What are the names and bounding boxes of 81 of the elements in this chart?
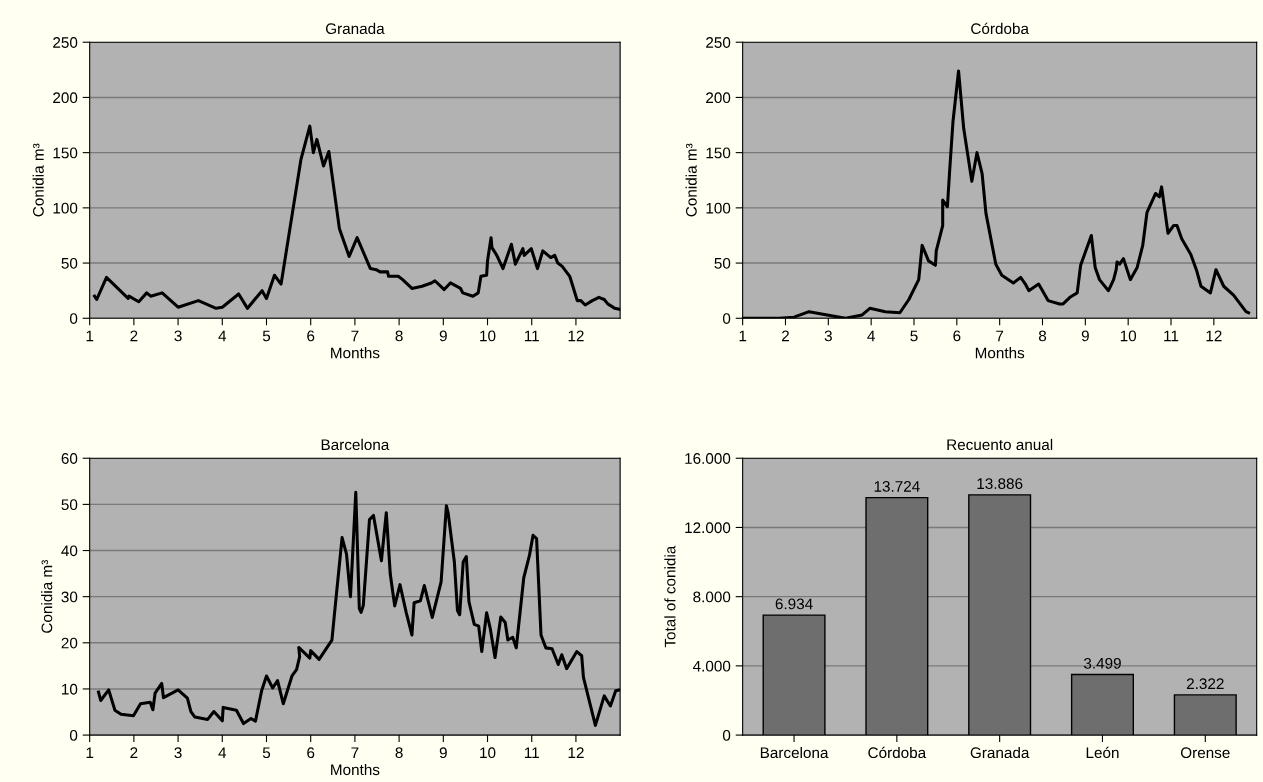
y-tick-label: 30	[61, 591, 78, 603]
data-label: 3.499	[1083, 657, 1121, 669]
chart-title: Córdoba	[971, 22, 1029, 35]
x-tick-label: 8	[1038, 330, 1047, 342]
x-tick-label: 5	[910, 330, 918, 342]
x-tick-label: 9	[439, 747, 447, 759]
x-tick-label: Orense	[1180, 747, 1230, 759]
y-axis-title: Total of conidia	[664, 545, 676, 648]
y-axis-title: Conidia m³	[41, 560, 53, 633]
x-tick-label: 6	[307, 330, 315, 342]
x-tick-label: 9	[1081, 330, 1089, 342]
y-tick-label: 50	[61, 257, 78, 269]
y-tick-label: 40	[61, 545, 78, 557]
x-tick-label: 11	[1164, 330, 1179, 342]
y-tick-label: 4.000	[692, 660, 731, 672]
x-tick-label: 4	[867, 330, 875, 342]
x-tick-label: 11	[524, 747, 539, 758]
chart-title: Barcelona	[321, 438, 390, 451]
x-tick-label: 1	[86, 330, 94, 342]
y-tick-label: 0	[722, 729, 731, 741]
x-tick-label: 1	[86, 747, 94, 758]
x-tick-label: 2	[130, 747, 138, 758]
x-tick-label: León	[1086, 746, 1119, 759]
x-tick-label: 6	[953, 330, 961, 342]
y-tick-label: 16.000	[685, 453, 731, 464]
x-tick-label: 10	[480, 747, 496, 759]
y-tick-label: 12.000	[685, 522, 731, 534]
x-tick-label: 1	[739, 330, 747, 342]
x-tick-label: Barcelona	[760, 746, 829, 759]
y-tick-label: 150	[53, 147, 78, 159]
data-label: 13.724	[874, 481, 920, 492]
x-tick-label: 10	[1120, 330, 1137, 342]
x-tick-label: 5	[262, 330, 271, 342]
y-tick-label: 20	[61, 637, 78, 649]
y-tick-label: 250	[53, 37, 78, 48]
data-label: 13.886	[977, 478, 1023, 490]
x-tick-label: 2	[782, 330, 789, 342]
x-tick-label: 12	[1206, 330, 1222, 342]
x-tick-label: Granada	[970, 746, 1030, 759]
x-tick-label: 3	[174, 330, 182, 342]
x-tick-label: Córdoba	[868, 746, 927, 759]
y-tick-label: 150	[706, 147, 731, 159]
data-label: 2.322	[1186, 678, 1224, 690]
x-tick-label: 3	[824, 330, 832, 342]
x-tick-label: 7	[351, 330, 359, 342]
y-tick-label: 10	[62, 683, 78, 695]
data-label: 6.934	[775, 598, 813, 610]
x-tick-label: 6	[307, 747, 315, 759]
y-axis-title: Conidia m³	[32, 143, 44, 217]
x-tick-label: 7	[351, 747, 359, 758]
x-tick-label: 9	[439, 330, 447, 342]
chart-title: Granada	[325, 22, 385, 35]
chart-title: Recuento anual	[947, 438, 1053, 451]
y-tick-label: 50	[61, 499, 78, 511]
y-tick-label: 60	[61, 453, 78, 464]
y-axis-title: Conidia m³	[685, 143, 697, 217]
x-tick-label: 8	[395, 330, 403, 342]
y-tick-label: 50	[714, 257, 731, 269]
x-tick-label: 11	[524, 330, 539, 342]
x-tick-label: 5	[262, 747, 271, 759]
x-axis-title: Months	[331, 763, 380, 776]
y-tick-label: 100	[706, 202, 731, 214]
x-tick-label: 2	[130, 330, 138, 342]
y-tick-label: 0	[69, 729, 78, 741]
y-tick-label: 200	[706, 92, 731, 104]
x-tick-label: 12	[568, 330, 584, 342]
y-tick-label: 200	[53, 92, 78, 104]
y-tick-label: 100	[53, 202, 78, 214]
x-tick-label: 12	[568, 747, 584, 758]
x-tick-label: 10	[480, 330, 496, 342]
x-axis-title: Months	[331, 347, 380, 359]
y-tick-label: 8.000	[693, 591, 731, 603]
y-tick-label: 0	[69, 313, 78, 324]
x-tick-label: 4	[218, 747, 227, 758]
x-axis-title: Months	[975, 347, 1025, 359]
y-tick-label: 0	[722, 313, 731, 324]
x-tick-label: 7	[996, 330, 1004, 342]
x-tick-label: 3	[174, 747, 182, 759]
x-tick-label: 8	[395, 747, 403, 759]
y-tick-label: 250	[706, 37, 731, 48]
x-tick-label: 4	[218, 330, 227, 342]
